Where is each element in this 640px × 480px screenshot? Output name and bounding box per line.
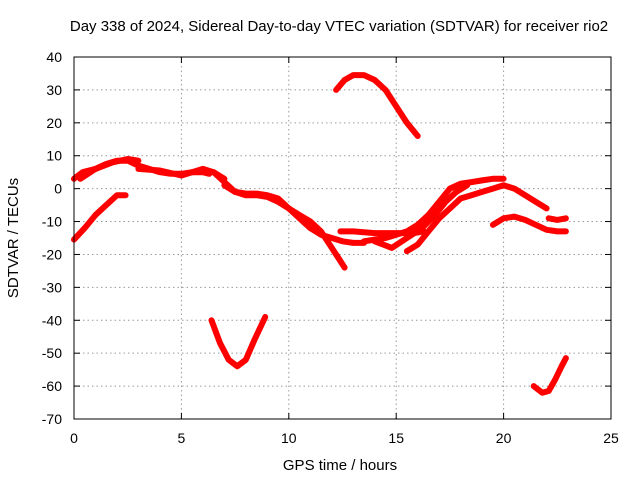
y-tick-label: 40 bbox=[46, 49, 62, 65]
y-tick-label: -50 bbox=[42, 345, 62, 361]
series-line-arc-8 bbox=[333, 72, 421, 139]
x-tick-label: 5 bbox=[178, 430, 186, 446]
y-tick-label: -70 bbox=[42, 411, 62, 427]
x-axis-title: GPS time / hours bbox=[283, 457, 397, 474]
series-line-arc-10 bbox=[361, 175, 507, 245]
series-line-arc-7 bbox=[208, 314, 269, 370]
series-line-arc-3 bbox=[77, 156, 142, 182]
series-line-arc-15 bbox=[530, 355, 569, 396]
y-tick-label: 10 bbox=[46, 148, 62, 164]
x-tick-label: 15 bbox=[388, 430, 404, 446]
y-tick-label: 20 bbox=[46, 115, 62, 131]
y-tick-label: 30 bbox=[46, 82, 62, 98]
y-tick-label: -40 bbox=[42, 312, 62, 328]
axis-ticks: 0 5 10 15 20 25 -70 -60 -50 -40 -30 -20 -10 0 10 20 30 40 bbox=[42, 49, 619, 446]
series-line-arc-13 bbox=[489, 213, 569, 235]
series-line-arc-14 bbox=[545, 215, 569, 223]
plot-frame bbox=[73, 56, 612, 420]
series-layer bbox=[71, 72, 569, 396]
x-tick-label: 10 bbox=[281, 430, 297, 446]
y-tick-label: 0 bbox=[54, 181, 62, 197]
chart-title: Day 338 of 2024, Sidereal Day-to-day VTE… bbox=[70, 18, 608, 35]
series-line-arc-6 bbox=[221, 182, 348, 271]
series-line-arc-11 bbox=[403, 182, 550, 255]
x-tick-label: 0 bbox=[70, 430, 78, 446]
series-line-arc-12 bbox=[371, 182, 471, 251]
series-line-arc-2 bbox=[71, 192, 129, 243]
grid bbox=[74, 57, 611, 419]
y-tick-label: -20 bbox=[42, 246, 62, 262]
y-tick-label: -30 bbox=[42, 279, 62, 295]
y-tick-label: -10 bbox=[42, 214, 62, 230]
x-tick-label: 25 bbox=[603, 430, 619, 446]
x-tick-label: 20 bbox=[496, 430, 512, 446]
y-tick-label: -60 bbox=[42, 378, 62, 394]
y-axis-title: SDTVAR / TECUs bbox=[5, 178, 22, 298]
